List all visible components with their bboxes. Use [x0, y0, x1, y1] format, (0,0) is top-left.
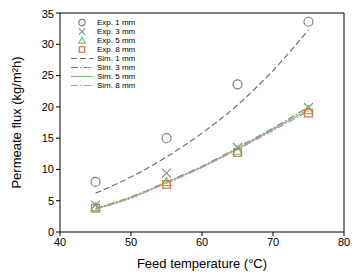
svg-text:80: 80 — [338, 236, 350, 248]
svg-text:35: 35 — [42, 8, 54, 20]
svg-text:70: 70 — [267, 236, 279, 248]
svg-text:15: 15 — [42, 132, 54, 144]
svg-text:Permeate flux (kg/m²h): Permeate flux (kg/m²h) — [9, 56, 24, 188]
svg-text:20: 20 — [42, 101, 54, 113]
html-text:Sim. 3 mm: Sim. 3 mm — [97, 63, 136, 72]
html-text:Exp. 1 mm: Exp. 1 mm — [97, 18, 136, 27]
svg-text:25: 25 — [42, 69, 54, 81]
html-text:Sim. 1 mm: Sim. 1 mm — [97, 54, 136, 63]
svg-text:10: 10 — [42, 163, 54, 175]
svg-text:0: 0 — [48, 226, 54, 238]
svg-text:40: 40 — [54, 236, 66, 248]
svg-text:30: 30 — [42, 38, 54, 50]
svg-text:Feed temperature (°C): Feed temperature (°C) — [137, 256, 267, 271]
html-text:Sim. 5 mm: Sim. 5 mm — [97, 72, 136, 81]
svg-text:50: 50 — [125, 236, 137, 248]
html-text:Exp. 8 mm: Exp. 8 mm — [97, 45, 136, 54]
html-text:Exp. 3 mm: Exp. 3 mm — [97, 27, 136, 36]
svg-text:60: 60 — [196, 236, 208, 248]
html-text:Sim. 8 mm: Sim. 8 mm — [97, 81, 136, 90]
svg-text:5: 5 — [48, 195, 54, 207]
html-text:Exp. 5 mm: Exp. 5 mm — [97, 36, 136, 45]
